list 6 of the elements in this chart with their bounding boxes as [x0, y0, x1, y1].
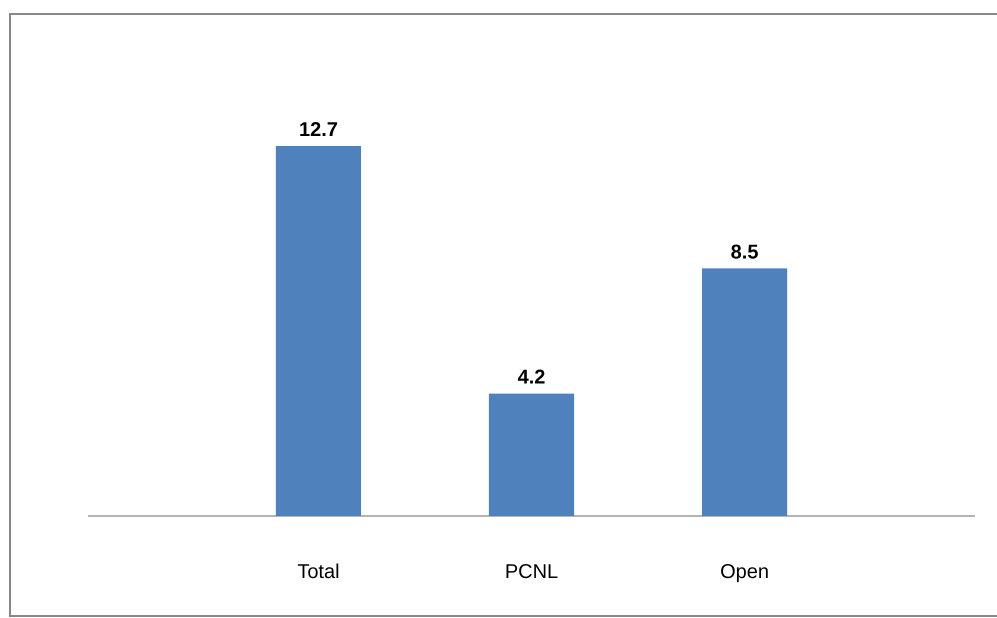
data-label: 12.7 [298, 119, 338, 141]
x-tick-label: PCNL [504, 561, 558, 583]
x-tick-label: Total [297, 561, 340, 583]
x-tick-label: Open [720, 561, 770, 583]
data-label: 8.5 [730, 241, 758, 264]
data-label: 4.2 [518, 366, 546, 389]
